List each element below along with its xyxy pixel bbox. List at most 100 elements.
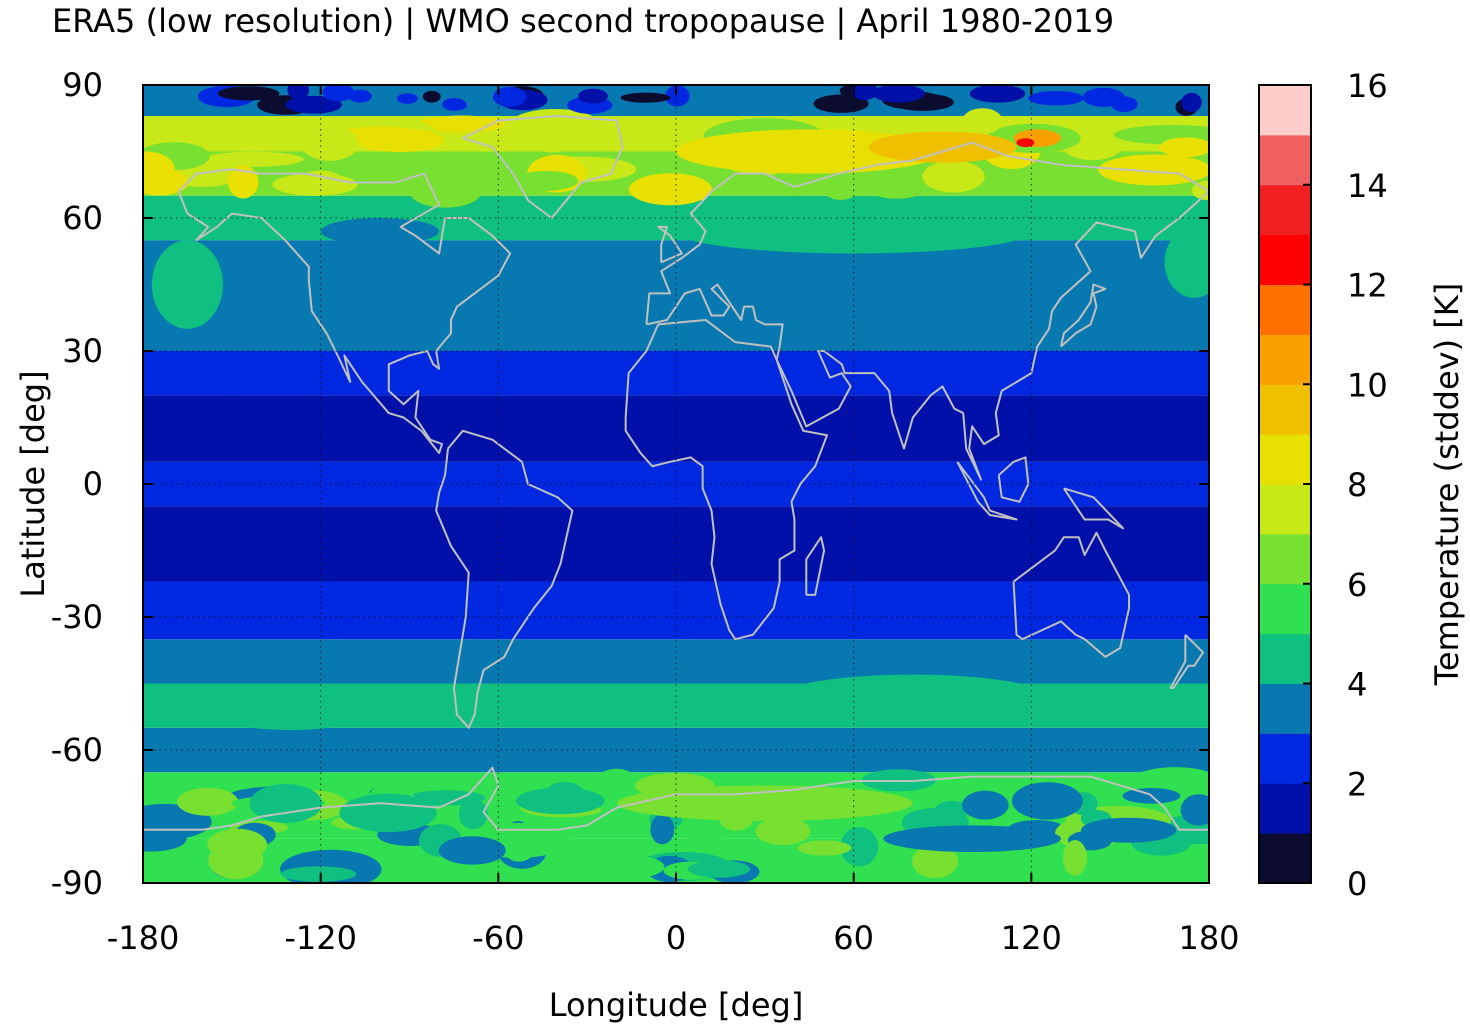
polar-cap-patch-24 (441, 97, 467, 111)
arctic-patch-21 (227, 165, 259, 199)
coastline-antarctica (143, 766, 1209, 831)
colorbar-tick-label: 8 (1347, 466, 1367, 504)
antarctic-patch-65 (650, 814, 675, 845)
antarctic-patch-29 (797, 840, 852, 856)
colorbar-segment (1259, 833, 1311, 884)
antarctic-patch-46 (176, 787, 239, 816)
colorbar-segment (1259, 234, 1311, 285)
x-axis-ticks: -180 -120 -60 0 60 120 180 (107, 85, 1240, 957)
y-tick-label: 60 (62, 199, 103, 237)
antarctic-patch-52 (249, 784, 323, 824)
polar-cap-patch-26 (1028, 90, 1084, 106)
colorbar-label: Temperature (stddev) [K] (1428, 283, 1466, 686)
polar-cap-patch-15 (422, 90, 441, 103)
antarctic-patch-14 (912, 844, 959, 879)
colorbar-tick-label: 10 (1347, 366, 1388, 404)
map-title: ERA5 (low resolution) | WMO second tropo… (52, 2, 1114, 40)
arctic-patch-29 (301, 126, 359, 161)
colorbar-segment (1259, 184, 1311, 236)
north-pacific-patch (151, 240, 223, 329)
antarctic-patch-68 (1011, 782, 1083, 820)
polar-cap-patch-22 (851, 85, 878, 101)
antarctic-patch-31 (755, 817, 811, 846)
antarctic-patch-62 (687, 860, 751, 878)
colorbar-segment (1259, 783, 1311, 834)
south-atlantic-patch (498, 687, 676, 724)
y-axis-label: Latitude [deg] (14, 370, 52, 597)
antarctic-patch-26 (280, 866, 357, 882)
antarctic-patch-54 (962, 790, 1009, 820)
arctic-patch-20 (354, 128, 444, 153)
polar-cap-patch-11 (285, 95, 342, 114)
colorbar-segment (1259, 583, 1311, 635)
colorbar-segment (1259, 683, 1311, 734)
coastline-australia (1012, 531, 1131, 658)
y-tick-label: 90 (62, 66, 103, 104)
x-tick-label: 180 (1178, 919, 1239, 957)
colorbar-segment (1259, 284, 1311, 335)
arctic-patch-22 (824, 181, 857, 200)
band-10 (143, 284, 1209, 351)
x-axis-label: Longitude [deg] (549, 986, 804, 1024)
indian-ocean-patch (779, 674, 1047, 719)
arctic-patch-39 (272, 173, 358, 196)
coastline-madagascar (805, 536, 826, 596)
antarctic-patch-6 (840, 826, 879, 867)
polar-cap-patch-3 (813, 94, 869, 113)
arctic-patch-1 (870, 182, 924, 199)
arctic-patch-8 (613, 116, 654, 144)
antarctic-patch-67 (1063, 839, 1087, 876)
antarctic-patch-43 (545, 781, 584, 805)
coastline-greenland (462, 115, 624, 219)
polar-cap-patch-1 (665, 85, 690, 107)
west-pacific-low (972, 395, 1091, 440)
x-tick-label: 120 (1001, 919, 1062, 957)
coastline-new-zealand (1169, 634, 1205, 689)
arctic-patch-16 (528, 118, 575, 153)
colorbar-segment (1259, 533, 1311, 585)
arctic-patch-25 (628, 173, 712, 206)
colorbar-segment (1259, 633, 1311, 684)
polar-cap-patch-20 (969, 85, 1026, 103)
polar-cap-patch-28 (217, 86, 280, 101)
y-tick-label: -90 (51, 864, 103, 902)
coastline-south-america (435, 429, 574, 729)
antarctic-patch-66 (207, 828, 267, 860)
colorbar-segment (1259, 384, 1311, 435)
eurasia-midlat (676, 209, 1032, 254)
map-area (143, 85, 1209, 883)
arctic-patch-32 (922, 160, 985, 193)
arctic-patch-26 (1098, 154, 1209, 186)
coastlines (143, 115, 1209, 831)
antarctic-patch-63 (438, 836, 506, 865)
x-tick-label: -60 (472, 919, 524, 957)
antarctic-interior (883, 825, 1061, 852)
polar-cap-patch-10 (620, 92, 671, 103)
coastline-borneo (997, 456, 1030, 503)
grid-lines (143, 85, 1209, 883)
arctic-patch-31 (143, 151, 175, 187)
arctic-high-taimyr (868, 131, 1017, 163)
colorbar-tick-label: 12 (1347, 267, 1388, 305)
colorbar-tick-label: 16 (1347, 67, 1388, 105)
dateline-patch (1164, 226, 1209, 298)
x-tick-label: -120 (284, 919, 357, 957)
y-tick-label: -60 (51, 731, 103, 769)
canada-patch (320, 218, 440, 245)
polar-cap-patch-2 (396, 93, 418, 104)
colorbar-segment (1259, 484, 1311, 535)
coastline-sumatra-java (956, 461, 1018, 521)
band-4 (143, 639, 1209, 684)
coastline-africa (624, 318, 829, 641)
arctic-patch-35 (962, 108, 1003, 134)
colorbar-segment (1259, 434, 1311, 485)
y-tick-label: 0 (83, 465, 103, 503)
south-pacific-patch (217, 699, 366, 731)
polar-cap-patch-23 (492, 86, 527, 108)
colorbar-segment (1259, 134, 1311, 186)
y-tick-label: -30 (51, 598, 103, 636)
antarctic-patch-36 (560, 852, 665, 881)
tropical-pacific-low (143, 395, 321, 440)
colorbar-segment (1259, 334, 1311, 385)
arctic-patch-38 (458, 174, 553, 193)
